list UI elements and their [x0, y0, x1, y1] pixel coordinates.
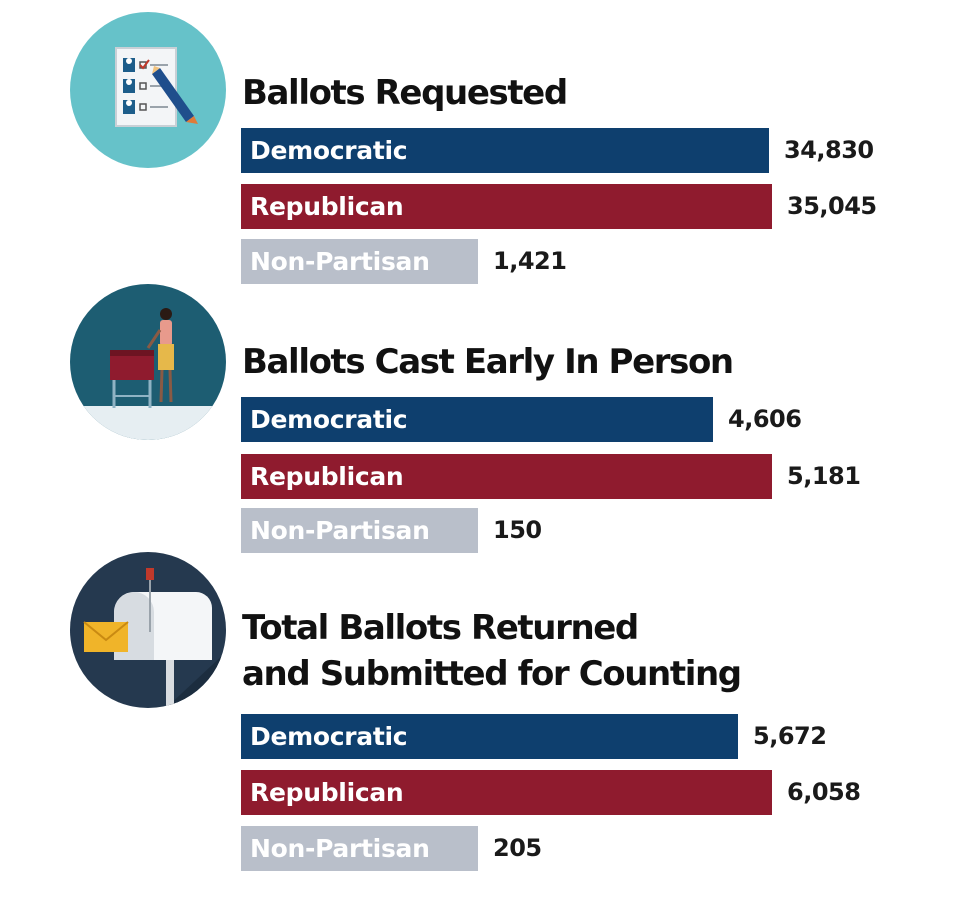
value-label: 205 [493, 834, 542, 862]
value-label: 1,421 [493, 247, 567, 275]
section-title: Ballots Requested [242, 73, 568, 113]
bar-label: Non-Partisan [250, 247, 430, 276]
bar-democratic: Democratic [241, 714, 738, 759]
bar-non-partisan: Non-Partisan [241, 508, 478, 553]
value-label: 5,181 [787, 462, 861, 490]
bar-label: Democratic [250, 136, 408, 165]
section-title-line-1: Total Ballots Returned [242, 608, 639, 648]
bar-democratic: Democratic [241, 397, 713, 442]
value-label: 6,058 [787, 778, 861, 806]
bar-label: Republican [250, 778, 404, 807]
ballot-form-icon [70, 12, 226, 168]
bar-label: Non-Partisan [250, 834, 430, 863]
bar-non-partisan: Non-Partisan [241, 826, 478, 871]
bar-label: Republican [250, 462, 404, 491]
bar-label: Democratic [250, 405, 408, 434]
section-title-line-2: and Submitted for Counting [242, 654, 742, 694]
bar-republican: Republican [241, 184, 772, 229]
value-label: 5,672 [753, 722, 827, 750]
mailbox-icon [70, 552, 226, 708]
value-label: 4,606 [728, 405, 802, 433]
bar-label: Republican [250, 192, 404, 221]
value-label: 150 [493, 516, 542, 544]
bar-label: Democratic [250, 722, 408, 751]
bar-label: Non-Partisan [250, 516, 430, 545]
value-label: 35,045 [787, 192, 877, 220]
bar-republican: Republican [241, 454, 772, 499]
section-title: Ballots Cast Early In Person [242, 342, 734, 382]
bar-republican: Republican [241, 770, 772, 815]
value-label: 34,830 [784, 136, 874, 164]
bar-democratic: Democratic [241, 128, 769, 173]
bar-non-partisan: Non-Partisan [241, 239, 478, 284]
voter-at-ballot-box-icon [70, 284, 226, 440]
